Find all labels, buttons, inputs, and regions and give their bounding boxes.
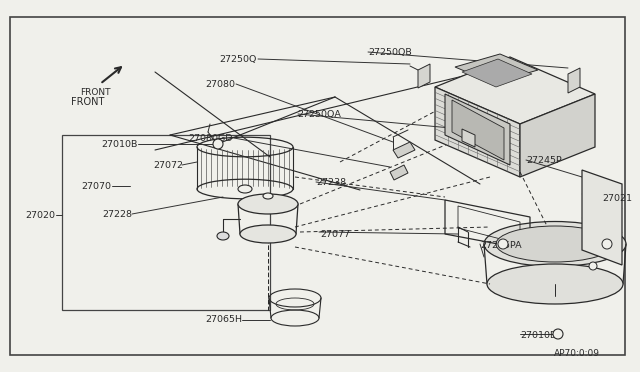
Circle shape (213, 139, 223, 149)
Ellipse shape (496, 226, 614, 262)
Ellipse shape (263, 193, 273, 199)
Polygon shape (418, 64, 430, 88)
Text: 27070: 27070 (81, 182, 111, 190)
Text: 27238: 27238 (316, 177, 346, 186)
Polygon shape (462, 129, 475, 147)
Bar (62, 135, 270, 310)
Polygon shape (520, 94, 595, 177)
Polygon shape (445, 94, 510, 165)
Circle shape (498, 239, 508, 249)
Text: AP70:0:09: AP70:0:09 (554, 350, 600, 359)
Text: 27228: 27228 (102, 209, 132, 218)
Text: FRONT: FRONT (80, 87, 110, 96)
Circle shape (589, 262, 597, 270)
Polygon shape (568, 68, 580, 93)
Polygon shape (435, 87, 520, 177)
Ellipse shape (238, 185, 252, 193)
Text: 27010B: 27010B (520, 330, 556, 340)
Polygon shape (435, 57, 595, 124)
Ellipse shape (484, 221, 626, 266)
Text: 27250Q: 27250Q (220, 55, 257, 64)
Polygon shape (582, 170, 622, 265)
Text: 27065H: 27065H (205, 315, 242, 324)
Polygon shape (455, 54, 538, 83)
Text: 27080GD: 27080GD (189, 134, 233, 142)
Ellipse shape (240, 225, 296, 243)
Circle shape (553, 329, 563, 339)
Text: 27245P: 27245P (526, 155, 562, 164)
Polygon shape (452, 100, 504, 160)
Text: 27021: 27021 (602, 193, 632, 202)
Ellipse shape (238, 194, 298, 214)
Polygon shape (393, 142, 415, 158)
Text: FRONT: FRONT (71, 97, 105, 107)
Text: 27072: 27072 (153, 160, 183, 170)
Ellipse shape (217, 232, 229, 240)
Polygon shape (390, 165, 408, 180)
Text: 27080: 27080 (205, 80, 235, 89)
Text: 27010B: 27010B (102, 140, 138, 148)
Ellipse shape (487, 264, 623, 304)
Text: 27245PA: 27245PA (480, 241, 522, 250)
Circle shape (602, 239, 612, 249)
Polygon shape (462, 59, 532, 87)
Text: 27250QA: 27250QA (297, 109, 341, 119)
Text: 27020: 27020 (25, 211, 55, 219)
Text: 27077: 27077 (320, 230, 350, 238)
Text: 27250QB: 27250QB (368, 48, 412, 57)
